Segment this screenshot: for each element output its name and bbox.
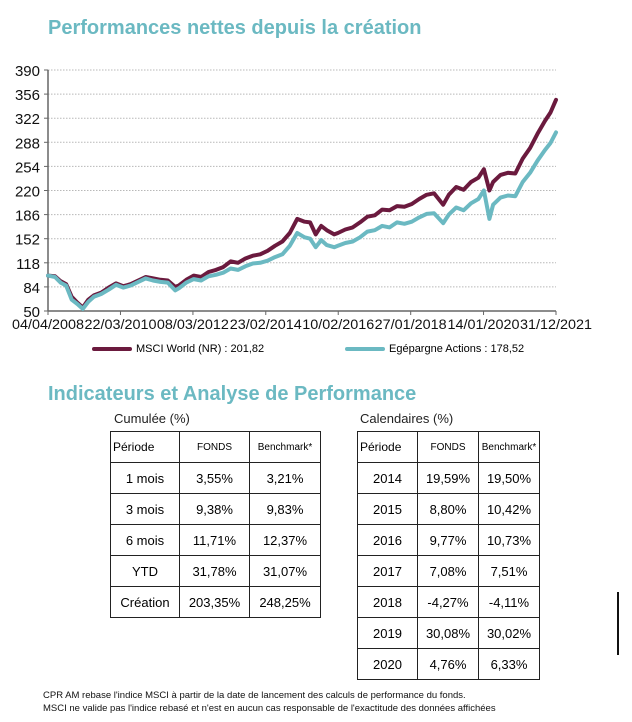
table-row: 2019 30,08% 30,02% xyxy=(357,617,540,649)
table-header-cell: Benchmark* xyxy=(249,431,321,463)
y-axis: 390 356 322 288 254 220 186 152 118 84 50 xyxy=(15,63,49,321)
period-cell: 2017 xyxy=(357,555,418,587)
y-tick-label: 356 xyxy=(15,87,40,104)
table-row: 3 mois 9,38% 9,83% xyxy=(110,493,321,525)
benchmark-cell: 10,42% xyxy=(478,493,540,525)
period-cell: 2018 xyxy=(357,586,418,618)
table-row: 2016 9,77% 10,73% xyxy=(357,524,540,556)
benchmark-cell: 6,33% xyxy=(478,648,540,680)
table-header-cell: Période xyxy=(357,431,418,463)
fonds-cell: -4,27% xyxy=(417,586,479,618)
period-cell: 6 mois xyxy=(110,524,180,556)
table-row: 1 mois 3,55% 3,21% xyxy=(110,462,321,494)
vertical-divider xyxy=(617,592,619,655)
calendaires-caption: Calendaires (%) xyxy=(360,411,454,426)
table-header-cell: FONDS xyxy=(417,431,479,463)
fonds-cell: 11,71% xyxy=(179,524,250,556)
x-tick-label: 04/04/2008 xyxy=(12,317,84,332)
y-tick-label: 220 xyxy=(15,184,40,201)
x-tick-label: 10/02/2016 xyxy=(302,317,374,332)
fonds-cell: 19,59% xyxy=(417,462,479,494)
x-tick-label: 08/03/2012 xyxy=(157,317,229,332)
period-cell: 1 mois xyxy=(110,462,180,494)
period-cell: Création xyxy=(110,586,180,618)
benchmark-cell: 9,83% xyxy=(249,493,321,525)
footnote-line-1: CPR AM rebase l'indice MSCI à partir de … xyxy=(43,690,466,701)
period-cell: 3 mois xyxy=(110,493,180,525)
table-header-row: Période FONDS Benchmark* xyxy=(357,431,540,463)
chart-title: Performances nettes depuis la création xyxy=(48,17,422,39)
legend-swatch-msci xyxy=(92,347,132,351)
period-cell: YTD xyxy=(110,555,180,587)
y-tick-label: 254 xyxy=(15,159,40,176)
benchmark-cell: 12,37% xyxy=(249,524,321,556)
legend-swatch-fund xyxy=(345,347,385,351)
table-row: 6 mois 11,71% 12,37% xyxy=(110,524,321,556)
benchmark-cell: 7,51% xyxy=(478,555,540,587)
performance-chart: 390 356 322 288 254 220 186 152 118 84 50 04/04/20… xyxy=(12,63,592,332)
series-line-egepargne-actions xyxy=(46,130,558,311)
fonds-cell: 9,38% xyxy=(179,493,250,525)
fonds-cell: 7,08% xyxy=(417,555,479,587)
fonds-cell: 3,55% xyxy=(179,462,250,494)
table-row: 2017 7,08% 7,51% xyxy=(357,555,540,587)
period-cell: 2015 xyxy=(357,493,418,525)
period-cell: 2020 xyxy=(357,648,418,680)
y-tick-label: 50 xyxy=(23,304,40,321)
legend-item-msci: MSCI World (NR) : 201,82 xyxy=(92,343,264,355)
benchmark-cell: -4,11% xyxy=(478,586,540,618)
y-tick-label: 152 xyxy=(15,232,40,249)
period-cell: 2016 xyxy=(357,524,418,556)
y-tick-label: 84 xyxy=(23,280,40,297)
period-cell: 2019 xyxy=(357,617,418,649)
table-row: 2014 19,59% 19,50% xyxy=(357,462,540,494)
x-axis: 04/04/2008 22/03/2010 08/03/2012 23/02/2014… xyxy=(12,310,592,332)
table-header-cell: FONDS xyxy=(179,431,250,463)
fonds-cell: 4,76% xyxy=(417,648,479,680)
table-header-row: Période FONDS Benchmark* xyxy=(110,431,321,463)
cumulee-table: Période FONDS Benchmark* 1 mois 3,55% 3,21% 3 … xyxy=(110,431,321,618)
table-row: Création 203,35% 248,25% xyxy=(110,586,321,618)
table-header-cell: Période xyxy=(110,431,180,463)
y-tick-label: 288 xyxy=(15,135,40,152)
table-row: YTD 31,78% 31,07% xyxy=(110,555,321,587)
benchmark-cell: 3,21% xyxy=(249,462,321,494)
x-tick-label: 14/01/2020 xyxy=(448,317,520,332)
table-header-cell: Benchmark* xyxy=(478,431,540,463)
series-line-msci-world xyxy=(46,97,558,310)
table-row: 2015 8,80% 10,42% xyxy=(357,493,540,525)
gridlines xyxy=(48,69,556,288)
fonds-cell: 30,08% xyxy=(417,617,479,649)
benchmark-cell: 19,50% xyxy=(478,462,540,494)
benchmark-cell: 248,25% xyxy=(249,586,321,618)
fonds-cell: 8,80% xyxy=(417,493,479,525)
benchmark-cell: 10,73% xyxy=(478,524,540,556)
legend-label-fund: Egépargne Actions : 178,52 xyxy=(389,343,525,355)
period-cell: 2014 xyxy=(357,462,418,494)
x-tick-label: 27/01/2018 xyxy=(375,317,447,332)
series-lines xyxy=(46,97,558,311)
calendaires-table: Période FONDS Benchmark* 2014 19,59% 19,50% 20… xyxy=(357,431,540,680)
x-tick-label: 22/03/2010 xyxy=(84,317,156,332)
table-row: 2020 4,76% 6,33% xyxy=(357,648,540,680)
footnote-line-2: MSCI ne valide pas l'indice rebasé et n'… xyxy=(43,703,496,714)
y-tick-label: 390 xyxy=(15,63,40,80)
fonds-cell: 31,78% xyxy=(179,555,250,587)
y-tick-label: 186 xyxy=(15,208,40,225)
fonds-cell: 203,35% xyxy=(179,586,250,618)
table-row: 2018 -4,27% -4,11% xyxy=(357,586,540,618)
x-tick-label: 31/12/2021 xyxy=(520,317,592,332)
y-tick-label: 118 xyxy=(16,256,40,273)
benchmark-cell: 30,02% xyxy=(478,617,540,649)
legend-item-fund: Egépargne Actions : 178,52 xyxy=(345,343,524,355)
x-tick-label: 23/02/2014 xyxy=(230,317,303,332)
benchmark-cell: 31,07% xyxy=(249,555,321,587)
y-tick-label: 322 xyxy=(15,111,40,128)
fonds-cell: 9,77% xyxy=(417,524,479,556)
section-title: Indicateurs et Analyse de Performance xyxy=(48,383,417,405)
cumulee-caption: Cumulée (%) xyxy=(114,411,190,426)
legend-label-msci: MSCI World (NR) : 201,82 xyxy=(136,343,265,355)
